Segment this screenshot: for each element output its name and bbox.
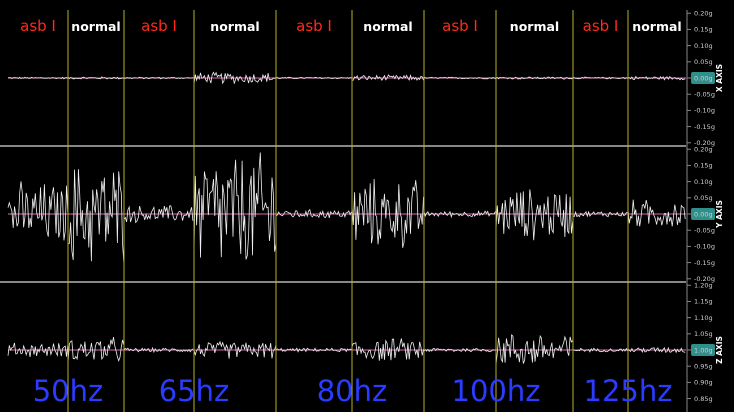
tick-label: 0.85g	[694, 395, 713, 403]
segment-label-1: asb I	[20, 17, 56, 35]
signal-trace-panel2-seg3	[123, 205, 194, 224]
axis-title: X AXIS	[715, 64, 724, 92]
frequency-label-2: 65hz	[159, 374, 230, 408]
signal-trace-panel1-seg6	[351, 74, 424, 81]
segment-label-layer: asb I normal asb I normal asb I normal asb I no…	[20, 17, 682, 35]
tick-label: -0.05g	[694, 226, 715, 234]
signal-trace-panel2-seg1	[7, 181, 69, 241]
tick-label: -0.05g	[694, 90, 715, 98]
tick-label: 0.20g	[694, 10, 713, 18]
tick-label: 1.00g	[694, 346, 713, 354]
signal-trace-panel3-seg1	[7, 342, 69, 357]
signal-trace-panel3-seg3	[123, 346, 194, 354]
tick-label: -0.15g	[694, 123, 715, 131]
zero-marker-badge	[691, 72, 715, 84]
axis-title: Y AXIS	[715, 200, 724, 229]
tick-label: 0.10g	[694, 178, 713, 186]
tick-label: 0.10g	[694, 42, 713, 50]
signal-trace-panel3-seg7	[423, 347, 496, 353]
tick-label: 0.15g	[694, 162, 713, 170]
tick-label: 0.05g	[694, 194, 713, 202]
divider-layer	[0, 10, 686, 412]
segment-label-3: asb I	[141, 17, 177, 35]
signal-trace-panel3-seg4	[193, 340, 277, 359]
zero-marker-badge	[691, 208, 715, 220]
tick-label: 0.00g	[694, 210, 713, 218]
tick-label: -0.10g	[694, 107, 715, 115]
signal-trace-panel2-seg6	[351, 178, 424, 248]
frequency-label-5: 125hz	[584, 374, 673, 408]
signal-trace-panel1-seg2	[67, 76, 125, 80]
tick-label: -0.20g	[694, 139, 715, 147]
segment-label-2: normal	[71, 19, 120, 34]
signal-trace-panel2-seg10	[627, 199, 686, 227]
tick-label: -0.10g	[694, 243, 715, 251]
signal-trace-panel1-seg7	[423, 76, 496, 80]
signal-trace-panel2-seg2	[67, 169, 125, 263]
tick-label: 1.20g	[694, 282, 713, 290]
signal-trace-panel3-seg10	[627, 346, 686, 354]
tick-label: 0.00g	[694, 74, 713, 82]
segment-label-4: normal	[210, 19, 259, 34]
signal-trace-panel2-seg5	[275, 208, 352, 219]
frequency-label-4: 100hz	[452, 374, 541, 408]
right-axis-layer: 0.20g 0.15g 0.10g 0.05g 0.00g -0.05g -0.10g -0.…	[686, 10, 724, 412]
tick-label: -0.20g	[694, 275, 715, 283]
signal-trace-panel1-seg3	[124, 76, 193, 80]
segment-label-6: normal	[363, 19, 412, 34]
tick-label: 1.05g	[694, 330, 713, 338]
signal-trace-panel1-seg9	[573, 76, 628, 80]
frequency-label-3: 80hz	[317, 374, 388, 408]
signal-trace-panel1-seg1	[7, 76, 69, 80]
signal-trace-panel2-seg7	[423, 210, 496, 219]
signal-trace-panel2-seg8	[495, 189, 574, 241]
segment-label-5: asb I	[296, 17, 332, 35]
signal-trace-panel3-seg5	[275, 347, 352, 353]
tick-label: 0.20g	[694, 146, 713, 154]
signal-trace-panel3-seg8	[495, 333, 573, 365]
signal-trace-panel1-seg4	[193, 71, 277, 85]
signal-trace-panel2-seg9	[572, 210, 628, 218]
segment-label-9: asb I	[583, 17, 619, 35]
segment-label-7: asb I	[442, 17, 478, 35]
segment-label-10: normal	[632, 19, 681, 34]
tick-label: 0.05g	[694, 58, 713, 66]
signal-trace-panel3-seg9	[572, 347, 628, 353]
tick-label: 0.90g	[694, 379, 713, 387]
signal-trace-panel3-seg2	[67, 336, 125, 363]
axis-title: Z AXIS	[715, 336, 724, 364]
tick-label: 1.10g	[694, 314, 713, 322]
tick-label: -0.15g	[694, 259, 715, 267]
signal-trace-panel3-seg6	[351, 338, 424, 361]
signal-trace-panel1-seg5	[275, 76, 352, 80]
segment-label-8: normal	[510, 19, 559, 34]
tick-label: 1.15g	[694, 298, 713, 306]
signal-trace-panel1-seg8	[495, 76, 573, 80]
signal-trace-panel2-seg4	[193, 152, 277, 260]
tick-label: 0.95g	[694, 362, 713, 370]
frequency-label-layer: 50hz 65hz 80hz 100hz 125hz	[33, 374, 673, 408]
signal-trace-panel1-seg10	[628, 75, 686, 81]
zero-marker-badge	[691, 344, 715, 356]
tick-label: 0.15g	[694, 26, 713, 34]
frequency-label-1: 50hz	[33, 374, 104, 408]
